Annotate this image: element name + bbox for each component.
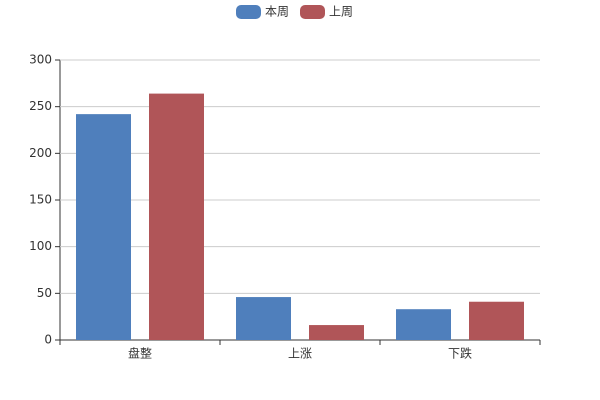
y-tick-label: 50 xyxy=(37,286,52,300)
legend-label: 本周 xyxy=(265,5,289,19)
y-tick-label: 100 xyxy=(29,239,52,253)
y-tick-label: 0 xyxy=(44,333,52,347)
x-tick-label: 下跌 xyxy=(448,346,472,361)
y-tick-label: 250 xyxy=(29,99,52,113)
bar xyxy=(236,297,291,340)
y-tick-label: 200 xyxy=(29,146,52,160)
bar xyxy=(469,301,524,340)
bar xyxy=(309,325,364,340)
y-tick-label: 150 xyxy=(29,193,52,207)
legend-swatch xyxy=(300,5,325,19)
bar xyxy=(76,114,131,340)
bar xyxy=(149,93,204,340)
legend-label: 上周 xyxy=(329,5,353,19)
bar xyxy=(396,309,451,340)
legend-swatch xyxy=(236,5,261,19)
x-tick-label: 盘整 xyxy=(128,346,152,361)
x-tick-label: 上涨 xyxy=(288,346,312,361)
y-tick-label: 300 xyxy=(29,53,52,67)
